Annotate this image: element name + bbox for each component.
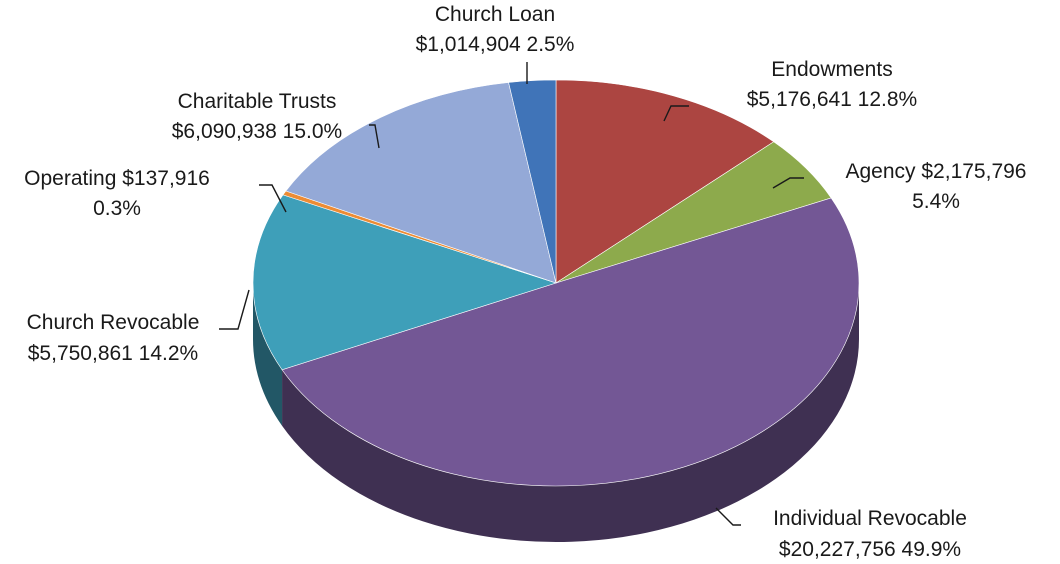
- data-label-church-revocable-line-2: $5,750,861 14.2%: [28, 342, 198, 365]
- pie-slice-church-revocable: [252, 194, 557, 371]
- pie-sides: [253, 283, 859, 543]
- leader-line-church-revocable: [219, 289, 250, 330]
- leader-line-individual-revocable: [715, 507, 741, 526]
- leader-lines: [219, 62, 804, 526]
- pie-slice-church-loan: [508, 79, 557, 284]
- pie-slices: [252, 79, 860, 487]
- leader-line-agency: [772, 177, 804, 189]
- pie-slice-individual-revocable: [281, 197, 860, 487]
- data-label-charitable-trusts-line-1: Charitable Trusts: [178, 90, 337, 113]
- data-label-operating-line-1: Operating $137,916: [24, 167, 210, 190]
- leader-line-endowments: [663, 105, 689, 122]
- leader-line-charitable-trusts: [369, 124, 380, 149]
- data-label-endowments-line-1: Endowments: [771, 58, 892, 81]
- pie-slice-endowments: [555, 79, 775, 284]
- leader-line-operating: [259, 184, 287, 213]
- data-label-individual-revocable-line-2: $20,227,756 49.9%: [779, 538, 961, 561]
- data-label-agency-line-1: Agency $2,175,796: [846, 160, 1027, 183]
- data-label-church-revocable-line-1: Church Revocable: [27, 311, 200, 334]
- data-label-agency-line-2: 5.4%: [912, 190, 960, 213]
- pie-slice-charitable-trusts: [285, 82, 557, 284]
- data-label-endowments-line-2: $5,176,641 12.8%: [747, 88, 917, 111]
- data-label-church-loan-line-2: $1,014,904 2.5%: [416, 33, 575, 56]
- pie-side-individual-revocable: [282, 283, 859, 543]
- data-label-individual-revocable-line-1: Individual Revocable: [773, 507, 967, 530]
- data-label-charitable-trusts-line-2: $6,090,938 15.0%: [172, 120, 342, 143]
- pie-side-church-revocable: [253, 283, 283, 426]
- data-label-operating-line-2: 0.3%: [93, 197, 141, 220]
- data-label-church-loan-line-1: Church Loan: [435, 3, 555, 26]
- data-labels: Endowments $5,176,641 12.8% Agency $2,175,…: [24, 3, 1026, 561]
